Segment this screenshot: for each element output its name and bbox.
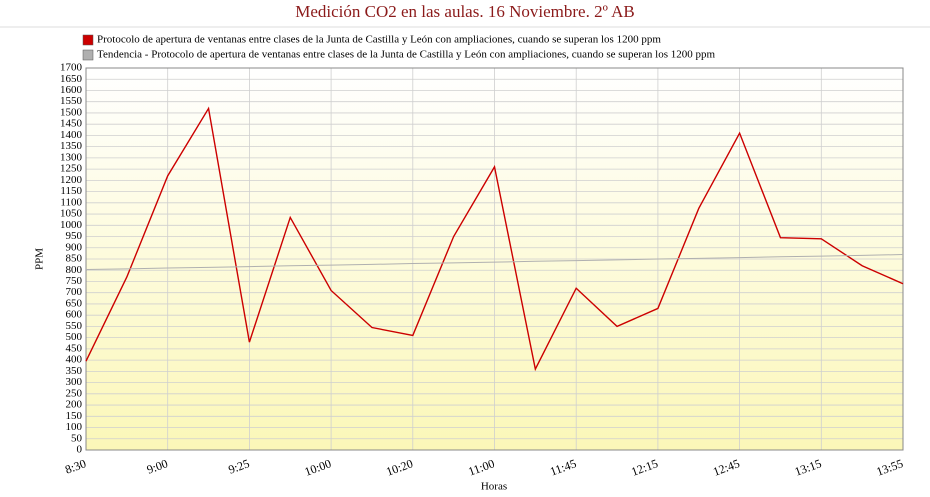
- y-tick-label: 250: [66, 387, 83, 399]
- x-tick-label: 10:20: [384, 456, 414, 479]
- legend-swatch: [82, 34, 94, 46]
- y-tick-label: 1050: [60, 208, 83, 220]
- x-tick-label: 11:00: [466, 456, 496, 478]
- y-tick-label: 1550: [60, 95, 83, 107]
- x-tick-label: 12:15: [629, 456, 659, 479]
- x-axis-label: Horas: [481, 481, 507, 493]
- y-tick-label: 1150: [60, 185, 82, 197]
- y-tick-label: 50: [71, 432, 83, 444]
- chart-title: Medición CO2 en las aulas. 16 Noviembre.…: [295, 2, 635, 21]
- legend-label: Tendencia - Protocolo de apertura de ven…: [97, 49, 716, 61]
- y-tick-label: 900: [66, 241, 83, 253]
- y-tick-label: 700: [66, 286, 83, 298]
- y-tick-label: 650: [66, 297, 83, 309]
- y-tick-label: 1600: [60, 84, 83, 96]
- y-tick-label: 450: [66, 342, 83, 354]
- y-tick-label: 300: [66, 376, 83, 388]
- legend-label: Protocolo de apertura de ventanas entre …: [97, 34, 661, 46]
- y-tick-label: 1250: [60, 163, 83, 175]
- y-tick-label: 1650: [60, 73, 83, 85]
- x-tick-label: 13:55: [874, 456, 904, 479]
- y-tick-label: 750: [66, 275, 83, 287]
- y-tick-label: 1000: [60, 219, 83, 231]
- y-tick-label: 1400: [60, 129, 83, 141]
- y-tick-label: 200: [66, 399, 83, 411]
- x-tick-label: 9:00: [145, 456, 170, 476]
- y-tick-label: 0: [77, 444, 83, 456]
- y-tick-label: 100: [66, 421, 83, 433]
- y-tick-label: 1500: [60, 106, 83, 118]
- series-line: [85, 106, 904, 372]
- y-tick-label: 400: [66, 354, 83, 366]
- y-tick-label: 150: [66, 410, 83, 422]
- y-tick-label: 950: [66, 230, 83, 242]
- y-tick-label: 1450: [60, 118, 83, 130]
- series-line: [85, 254, 904, 271]
- x-tick-label: 9:25: [227, 456, 252, 476]
- x-tick-label: 11:45: [548, 456, 578, 478]
- y-tick-label: 1100: [60, 196, 82, 208]
- y-tick-label: 1200: [60, 174, 83, 186]
- plot-border: [85, 67, 904, 451]
- x-tick-label: 12:45: [711, 456, 741, 479]
- y-tick-label: 350: [66, 365, 83, 377]
- x-tick-label: 13:15: [793, 456, 823, 479]
- y-tick-label: 1350: [60, 140, 83, 152]
- x-tick-label: 10:00: [303, 456, 333, 479]
- y-tick-label: 600: [66, 309, 83, 321]
- y-tick-label: 800: [66, 264, 83, 276]
- y-axis-label: PPM: [34, 248, 46, 270]
- y-tick-label: 1300: [60, 151, 83, 163]
- legend-swatch: [82, 49, 94, 61]
- y-tick-label: 500: [66, 331, 83, 343]
- y-tick-label: 1700: [60, 62, 83, 74]
- y-tick-label: 550: [66, 320, 83, 332]
- y-tick-label: 850: [66, 253, 83, 265]
- x-tick-label: 8:30: [63, 456, 88, 476]
